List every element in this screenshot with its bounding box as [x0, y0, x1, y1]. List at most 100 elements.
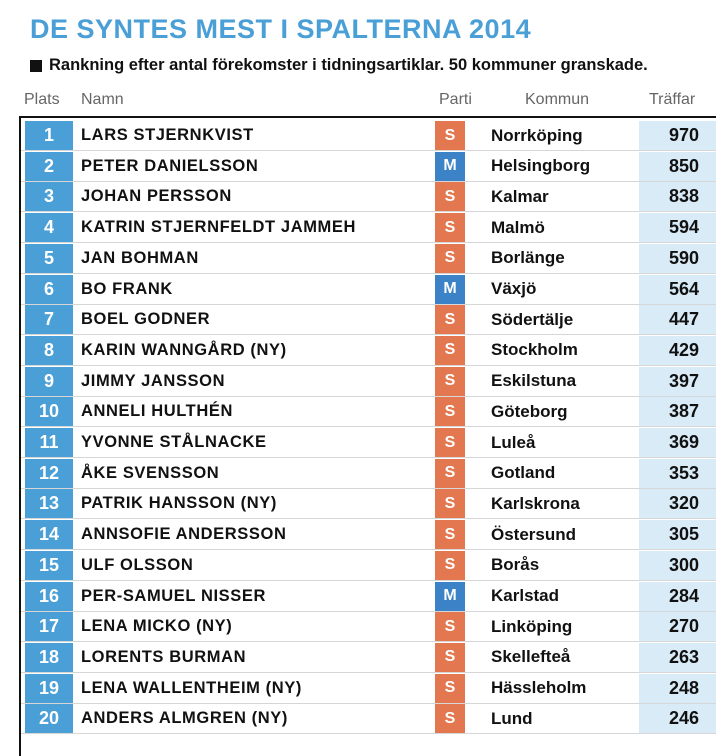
table-row: 20 ANDERS ALMGREN (NY) S Lund 246 — [21, 704, 716, 735]
rank-cell: 11 — [25, 428, 73, 457]
table-row: 16 PER-SAMUEL NISSER M Karlstad 284 — [21, 581, 716, 612]
party-badge: S — [435, 520, 465, 550]
chart-title: DE SYNTES MEST I SPALTERNA 2014 — [30, 14, 532, 44]
hits-cell: 248 — [639, 673, 716, 703]
hits-cell: 300 — [639, 550, 716, 580]
kommun-cell: Luleå — [491, 432, 536, 452]
name-cell: ULF OLSSON — [81, 555, 194, 574]
rank-cell: 20 — [25, 704, 73, 734]
header-plats: Plats — [24, 91, 60, 108]
hits-cell: 850 — [639, 151, 716, 181]
kommun-cell: Växjö — [491, 279, 537, 298]
table-row: 7 BOEL GODNER S Södertälje 447 — [21, 305, 716, 336]
hits-cell: 590 — [639, 243, 716, 273]
kommun-cell: Skellefteå — [491, 647, 571, 667]
rank-cell: 1 — [25, 121, 73, 150]
party-badge: M — [435, 151, 465, 181]
name-cell: KATRIN STJERNFELDT JAMMEH — [81, 218, 357, 237]
table-row: 10 ANNELI HULTHÉN S Göteborg 387 — [21, 397, 716, 428]
table-row: 15 ULF OLSSON S Borås 300 — [21, 550, 716, 581]
name-cell: LENA WALLENTHEIM (NY) — [81, 678, 302, 697]
party-badge: S — [435, 335, 465, 365]
kommun-cell: Borås — [491, 555, 540, 575]
rank-cell: 5 — [25, 243, 73, 273]
table-row: 14 ANNSOFIE ANDERSSON S Östersund 305 — [21, 520, 716, 551]
name-cell: JIMMY JANSSON — [81, 371, 226, 390]
kommun-cell: Göteborg — [491, 401, 568, 421]
kommun-cell: Malmö — [491, 217, 545, 237]
table-row: 13 PATRIK HANSSON (NY) S Karlskrona 320 — [21, 489, 716, 520]
name-cell: BOEL GODNER — [81, 310, 211, 329]
party-badge: S — [435, 550, 465, 580]
party-badge: S — [435, 428, 465, 457]
name-cell: PATRIK HANSSON (NY) — [81, 494, 277, 513]
table-row: 4 KATRIN STJERNFELDT JAMMEH S Malmö 594 — [21, 213, 716, 244]
hits-cell: 369 — [639, 428, 716, 457]
kommun-cell: Linköping — [491, 616, 573, 636]
table-row: 18 LORENTS BURMAN S Skellefteå 263 — [21, 642, 716, 673]
kommun-cell: Lund — [491, 708, 533, 728]
hits-cell: 320 — [639, 489, 716, 519]
hits-cell: 594 — [639, 213, 716, 243]
rank-cell: 14 — [25, 520, 73, 550]
rank-cell: 4 — [25, 213, 73, 243]
party-badge: S — [435, 305, 465, 335]
hits-cell: 246 — [639, 704, 716, 734]
kommun-cell: Karlskrona — [491, 493, 580, 513]
table-row: 19 LENA WALLENTHEIM (NY) S Hässleholm 248 — [21, 673, 716, 704]
party-badge: S — [435, 182, 465, 212]
kommun-cell: Hässleholm — [491, 678, 587, 698]
rank-cell: 8 — [25, 335, 73, 365]
kommun-cell: Östersund — [491, 524, 577, 544]
subtitle-text: Rankning efter antal förekomster i tidni… — [49, 56, 648, 74]
rank-cell: 18 — [25, 642, 73, 672]
hits-cell: 284 — [639, 581, 716, 611]
party-badge: S — [435, 704, 465, 734]
party-badge: S — [435, 673, 465, 703]
name-cell: LARS STJERNKVIST — [81, 126, 254, 144]
bullet-square-icon — [30, 59, 42, 72]
hits-cell: 387 — [639, 397, 716, 427]
kommun-cell: Eskilstuna — [491, 371, 577, 391]
party-badge: S — [435, 121, 465, 150]
rank-cell: 3 — [25, 182, 73, 212]
table-row: 6 BO FRANK M Växjö 564 — [21, 274, 716, 305]
hits-cell: 838 — [639, 182, 716, 212]
header-parti: Parti — [439, 91, 472, 108]
name-cell: JAN BOHMAN — [81, 248, 199, 267]
name-cell: YVONNE STÅLNACKE — [81, 433, 267, 451]
party-badge: S — [435, 397, 465, 427]
name-cell: JOHAN PERSSON — [81, 187, 232, 206]
name-cell: ANNELI HULTHÉN — [81, 402, 234, 421]
hits-cell: 305 — [639, 520, 716, 550]
hits-cell: 970 — [639, 121, 716, 150]
table-row: 5 JAN BOHMAN S Borlänge 590 — [21, 243, 716, 274]
header-kommun: Kommun — [525, 91, 590, 108]
table-row: 12 ÅKE SVENSSON S Gotland 353 — [21, 458, 716, 489]
party-badge: S — [435, 366, 465, 396]
party-badge: S — [435, 612, 465, 642]
table-frame — [19, 116, 716, 756]
table-row: 8 KARIN WANNGÅRD (NY) S Stockholm 429 — [21, 335, 716, 366]
rank-cell: 15 — [25, 550, 73, 580]
party-badge: S — [435, 213, 465, 243]
name-cell: KARIN WANNGÅRD (NY) — [81, 340, 287, 359]
hits-cell: 263 — [639, 642, 716, 672]
rank-cell: 16 — [25, 581, 73, 611]
hits-cell: 429 — [639, 335, 716, 365]
hits-cell: 564 — [639, 274, 716, 304]
chart-subtitle: Rankning efter antal förekomster i tidni… — [30, 56, 648, 75]
name-cell: LENA MICKO (NY) — [81, 617, 233, 636]
party-badge: S — [435, 642, 465, 672]
hits-cell: 447 — [639, 305, 716, 335]
kommun-cell: Kalmar — [491, 186, 549, 206]
hits-cell: 353 — [639, 458, 716, 488]
party-badge: M — [435, 581, 465, 611]
rank-cell: 9 — [25, 366, 73, 396]
name-cell: ANDERS ALMGREN (NY) — [81, 709, 288, 728]
name-cell: BO FRANK — [81, 279, 173, 298]
party-badge: S — [435, 243, 465, 273]
table-row: 17 LENA MICKO (NY) S Linköping 270 — [21, 612, 716, 643]
name-cell: PER-SAMUEL NISSER — [81, 586, 267, 605]
header-traffar: Träffar — [649, 91, 696, 108]
